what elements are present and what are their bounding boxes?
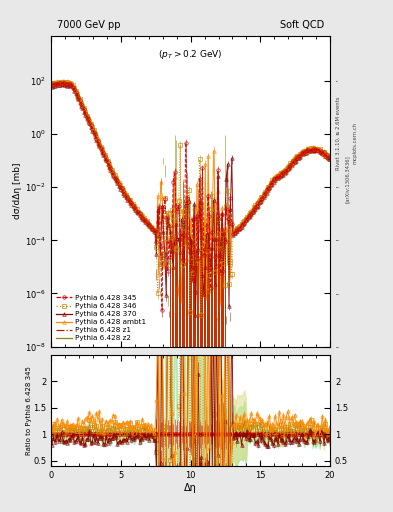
Text: $(p_T > 0.2\ \mathrm{GeV})$: $(p_T > 0.2\ \mathrm{GeV})$ xyxy=(158,48,223,61)
Y-axis label: Ratio to Pythia 6.428 345: Ratio to Pythia 6.428 345 xyxy=(26,366,32,455)
Legend: Pythia 6.428 345, Pythia 6.428 346, Pythia 6.428 370, Pythia 6.428 ambt1, Pythia: Pythia 6.428 345, Pythia 6.428 346, Pyth… xyxy=(55,293,147,343)
Text: [arXiv:1306.3436]: [arXiv:1306.3436] xyxy=(345,155,350,203)
Text: 7000 GeV pp: 7000 GeV pp xyxy=(57,19,120,30)
Text: mcplots.cern.ch: mcplots.cern.ch xyxy=(352,122,357,164)
Text: Rivet 3.1.10, ≥ 2.6M events: Rivet 3.1.10, ≥ 2.6M events xyxy=(336,96,341,170)
X-axis label: Δη: Δη xyxy=(184,482,197,493)
Y-axis label: dσ/dΔη [mb]: dσ/dΔη [mb] xyxy=(13,163,22,220)
Text: Soft QCD: Soft QCD xyxy=(280,19,325,30)
